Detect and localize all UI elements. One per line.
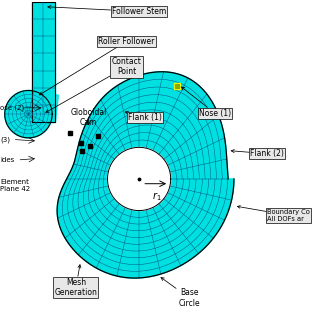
- Polygon shape: [32, 2, 55, 122]
- Text: Roller Follower: Roller Follower: [39, 37, 155, 95]
- Polygon shape: [32, 91, 59, 122]
- Text: Base
Circle: Base Circle: [161, 277, 201, 308]
- Text: Boundary Co
All DOFs ar: Boundary Co All DOFs ar: [237, 205, 310, 222]
- Text: Flank (1): Flank (1): [125, 111, 162, 122]
- Text: Follower Stem: Follower Stem: [48, 5, 166, 16]
- Text: $r_1$: $r_1$: [152, 190, 161, 203]
- Text: ose (2): ose (2): [0, 105, 24, 111]
- Text: Element
Plane 42: Element Plane 42: [0, 179, 30, 192]
- Polygon shape: [108, 147, 171, 211]
- Text: ides: ides: [0, 157, 14, 163]
- Text: Flank (2): Flank (2): [231, 149, 284, 158]
- Text: Nose (1): Nose (1): [181, 87, 231, 118]
- Text: Contact
Point: Contact Point: [46, 57, 141, 112]
- Polygon shape: [5, 91, 52, 138]
- Polygon shape: [57, 72, 234, 278]
- Text: (3): (3): [0, 136, 10, 143]
- Text: Mesh
Generation: Mesh Generation: [54, 265, 97, 297]
- Text: Globoidal
Cam: Globoidal Cam: [70, 108, 107, 127]
